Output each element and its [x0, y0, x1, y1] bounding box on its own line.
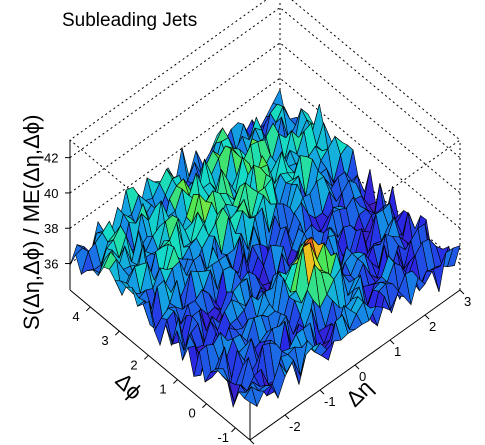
surface-cell — [243, 386, 258, 408]
x-tick-label: -2 — [289, 419, 301, 434]
y-tick-mark — [115, 330, 120, 336]
surface-mesh — [69, 88, 461, 409]
x-tick-label: 3 — [464, 294, 471, 309]
y-axis-line — [69, 289, 251, 441]
x-tick-mark — [249, 439, 255, 445]
x-tick-mark — [459, 289, 465, 295]
x-tick-label: 0 — [359, 369, 366, 384]
z-grid-line — [69, 42, 461, 194]
y-tick-label: -1 — [217, 430, 229, 445]
z-grid-line — [69, 77, 461, 229]
z-tick-label: 40 — [44, 186, 58, 201]
z-grid-line — [69, 6, 461, 159]
y-tick-label: 2 — [130, 357, 137, 372]
y-tick-mark — [173, 379, 178, 384]
y-tick-label: 1 — [159, 382, 166, 397]
chart-title: Subleading Jets — [62, 10, 197, 31]
z-tick-label: 36 — [44, 257, 58, 272]
x-tick-mark — [354, 364, 360, 370]
z-tick-label: 38 — [44, 221, 58, 236]
x-axis-label: Δη — [341, 375, 378, 412]
x-tick-mark — [424, 314, 430, 320]
x-tick-mark — [319, 389, 325, 395]
z-axis-label: S(Δη,Δϕ) / ME(Δη,Δϕ) — [19, 115, 44, 330]
x-tick-label: -1 — [324, 394, 336, 409]
x-tick-mark — [284, 414, 290, 420]
y-tick-label: 3 — [101, 333, 108, 348]
y-tick-mark — [85, 306, 91, 312]
x-tick-label: 1 — [394, 344, 401, 359]
z-tick-label: 42 — [44, 151, 58, 166]
x-tick-label: 2 — [429, 319, 436, 334]
y-tick-mark — [202, 403, 207, 409]
y-tick-mark — [144, 354, 149, 360]
y-axis-label: Δϕ — [110, 368, 147, 405]
y-tick-label: 0 — [188, 406, 195, 421]
x-tick-mark — [389, 339, 395, 345]
y-tick-mark — [231, 427, 236, 433]
y-tick-label: 4 — [72, 309, 79, 324]
